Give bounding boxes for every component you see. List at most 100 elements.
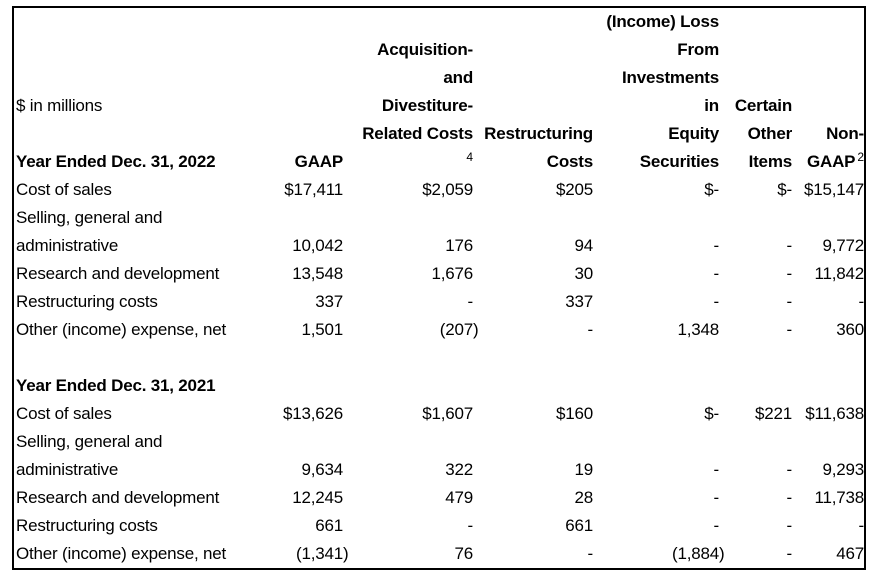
income-loss-from-investments-in-equity-securities-cell: - bbox=[713, 516, 720, 535]
non-gaap-header bbox=[792, 8, 864, 36]
table-row: Research and development 12,245 479 28 - - 11,… bbox=[14, 484, 864, 512]
gaap-header bbox=[252, 120, 343, 148]
restructuring-costs-cell: - bbox=[587, 320, 594, 339]
restructuring-costs-header bbox=[473, 8, 593, 36]
acquisition-and-divestiture-related-costs-header: and bbox=[443, 68, 473, 87]
income-loss-from-investments-in-equity-securities-cell: - bbox=[713, 264, 720, 283]
restructuring-costs-cell: 94 bbox=[574, 236, 593, 255]
header-line: Year Ended Dec. 31, 2022 GAAP 4 Costs Securi… bbox=[14, 148, 864, 176]
certain-other-items-header: Certain bbox=[734, 96, 792, 115]
row-label-cell: Restructuring costs bbox=[16, 292, 158, 311]
restructuring-costs-cell: $205 bbox=[555, 180, 593, 199]
row-label-cell: administrative bbox=[16, 460, 119, 479]
income-loss-from-investments-in-equity-securities-cell: - bbox=[713, 236, 720, 255]
row-label-cell: Cost of sales bbox=[16, 404, 112, 423]
header-line: and Investments bbox=[14, 64, 864, 92]
non-gaap-header bbox=[792, 92, 864, 120]
non-gaap-cell: 11,842 bbox=[814, 264, 864, 283]
spacer-row bbox=[14, 344, 864, 372]
table-row: administrative 9,634 322 19 - - 9,293 bbox=[14, 456, 864, 484]
restructuring-costs-cell: 19 bbox=[574, 460, 593, 479]
gaap-cell: 13,548 bbox=[292, 264, 343, 283]
acquisition-and-divestiture-related-costs-cell: $2,059 bbox=[422, 180, 473, 199]
non-gaap-cell: - bbox=[858, 516, 864, 535]
certain-other-items-cell: - bbox=[786, 264, 793, 283]
certain-other-items-cell: - bbox=[786, 516, 793, 535]
header-line: Acquisition- From bbox=[14, 36, 864, 64]
certain-other-items-cell: - bbox=[786, 544, 793, 563]
restructuring-costs-cell: 30 bbox=[574, 264, 593, 283]
acquisition-and-divestiture-related-costs-header: Divestiture- bbox=[381, 96, 473, 115]
certain-other-items-cell: - bbox=[786, 320, 793, 339]
row-label-cell: Cost of sales bbox=[16, 180, 112, 199]
footnote-superscript: 2 bbox=[857, 150, 864, 164]
table-row: Restructuring costs 661 - 661 - - - bbox=[14, 512, 864, 540]
table-row: Restructuring costs 337 - 337 - - - bbox=[14, 288, 864, 316]
acquisition-and-divestiture-related-costs-cell: 479 bbox=[445, 488, 473, 507]
restructuring-costs-header: Restructuring bbox=[484, 124, 593, 143]
non-gaap-cell: 9,293 bbox=[822, 460, 864, 479]
restructuring-costs-cell: $160 bbox=[555, 404, 593, 423]
table-row: Cost of sales $13,626 $1,607 $160 $- $221 $11,… bbox=[14, 400, 864, 428]
gaap-cell: $13,626 bbox=[282, 404, 343, 423]
row-label-header bbox=[14, 120, 252, 148]
table-row: administrative 10,042 176 94 - - 9,772 bbox=[14, 232, 864, 260]
acquisition-and-divestiture-related-costs-header: 4 bbox=[343, 148, 473, 177]
acquisition-and-divestiture-related-costs-cell: 76 bbox=[454, 544, 473, 563]
acquisition-and-divestiture-related-costs-header bbox=[343, 8, 473, 36]
gaap-cell: 10,042 bbox=[292, 236, 343, 255]
non-gaap-header bbox=[792, 36, 864, 64]
row-label-cell: Selling, general and bbox=[16, 208, 163, 227]
row-label-cell: Research and development bbox=[16, 264, 220, 283]
income-loss-from-investments-in-equity-securities-cell: 1,348 bbox=[677, 320, 719, 339]
row-label-header bbox=[14, 36, 252, 64]
certain-other-items-cell: - bbox=[786, 292, 793, 311]
reconciliation-table: (Income) Loss Acquisition- From and Investme… bbox=[12, 6, 866, 570]
acquisition-and-divestiture-related-costs-cell: 1,676 bbox=[431, 264, 473, 283]
header-line: (Income) Loss bbox=[14, 8, 864, 36]
gaap-cell: 12,245 bbox=[292, 488, 343, 507]
row-label-cell: Selling, general and bbox=[16, 432, 163, 451]
restructuring-costs-cell: - bbox=[587, 544, 594, 563]
row-label-cell: Other (income) expense, net bbox=[16, 320, 227, 339]
non-gaap-cell: 11,738 bbox=[814, 488, 864, 507]
restructuring-costs-cell: 337 bbox=[565, 292, 593, 311]
certain-other-items-header bbox=[719, 64, 792, 92]
restructuring-costs-cell: 28 bbox=[574, 488, 593, 507]
income-loss-from-investments-in-equity-securities-cell: - bbox=[713, 488, 720, 507]
gaap-header bbox=[252, 36, 343, 64]
income-loss-from-investments-in-equity-securities-header: Equity bbox=[668, 124, 719, 143]
income-loss-from-investments-in-equity-securities-cell: $- bbox=[704, 180, 719, 199]
restructuring-costs-header: Costs bbox=[546, 152, 593, 171]
income-loss-from-investments-in-equity-securities-header: From bbox=[677, 40, 719, 59]
non-gaap-header: GAAP 2 bbox=[806, 150, 864, 171]
gaap-cell: $17,411 bbox=[284, 180, 343, 199]
gaap-header bbox=[252, 92, 343, 120]
row-label-cell: $ in millions bbox=[16, 96, 103, 115]
acquisition-and-divestiture-related-costs-cell: $1,607 bbox=[422, 404, 473, 423]
header-line: $ in millions Divestiture-in Certain bbox=[14, 92, 864, 120]
gaap-cell: 1,501 bbox=[301, 320, 343, 339]
non-gaap-cell: - bbox=[858, 292, 864, 311]
row-label-header: Year Ended Dec. 31, 2021 bbox=[16, 376, 216, 395]
restructuring-costs-header bbox=[473, 64, 593, 92]
income-loss-from-investments-in-equity-securities-header: in bbox=[704, 96, 719, 115]
income-loss-from-investments-in-equity-securities-header: Investments bbox=[621, 68, 719, 87]
non-gaap-cell: $15,147 bbox=[803, 180, 864, 199]
certain-other-items-cell: $- bbox=[777, 180, 792, 199]
certain-other-items-header bbox=[719, 36, 792, 64]
table-row: Other (income) expense, net (1,341) 76 - (1,… bbox=[14, 540, 864, 568]
non-gaap-cell: $11,638 bbox=[805, 404, 864, 423]
restructuring-costs-header bbox=[473, 92, 593, 120]
table-row: Selling, general and bbox=[14, 204, 864, 232]
gaap-header bbox=[252, 8, 343, 36]
acquisition-and-divestiture-related-costs-cell: 322 bbox=[445, 460, 473, 479]
table-row: Selling, general and bbox=[14, 428, 864, 456]
row-label-cell: administrative bbox=[16, 236, 119, 255]
row-label-header bbox=[14, 8, 252, 36]
non-gaap-header bbox=[792, 64, 864, 92]
income-loss-from-investments-in-equity-securities-cell: (1,884) bbox=[671, 544, 725, 563]
certain-other-items-cell: - bbox=[786, 236, 793, 255]
acquisition-and-divestiture-related-costs-cell: - bbox=[467, 516, 474, 535]
non-gaap-cell: 9,772 bbox=[822, 236, 864, 255]
